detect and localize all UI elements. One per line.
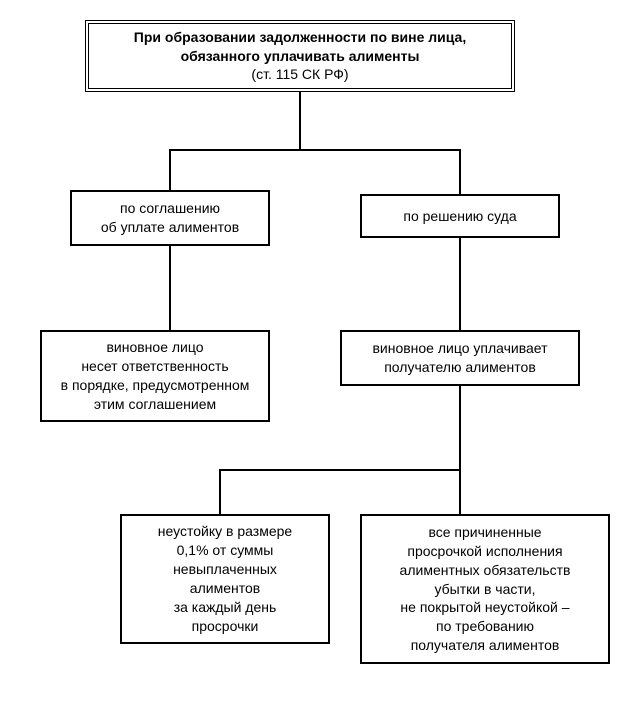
n6-line6: по требованию <box>370 617 600 636</box>
n6-line4: убытки в части, <box>370 580 600 599</box>
node-liability-agreement: виновное лицо несет ответственность в по… <box>40 330 270 422</box>
n5-line1: неустойку в размере <box>130 522 320 541</box>
root-title-line1: При образовании задолженности по вине ли… <box>97 28 503 47</box>
n1-line1: по соглашению <box>80 199 260 218</box>
n6-line2: просрочкой исполнения <box>370 542 600 561</box>
n6-line5: не покрытой неустойкой – <box>370 598 600 617</box>
node-penalty: неустойку в размере 0,1% от суммы невыпл… <box>120 514 330 644</box>
n6-line7: получателя алиментов <box>370 636 600 655</box>
root-node: При образовании задолженности по вине ли… <box>85 20 515 92</box>
n3-line3: в порядке, предусмотренном <box>50 376 260 395</box>
n5-line5: за каждый день <box>130 598 320 617</box>
n4-line1: виновное лицо уплачивает <box>350 339 570 358</box>
n6-line3: алиментных обязательств <box>370 561 600 580</box>
n3-line1: виновное лицо <box>50 338 260 357</box>
n2-text: по решению суда <box>370 207 550 226</box>
node-agreement: по соглашению об уплате алиментов <box>70 190 270 246</box>
n5-line2: 0,1% от суммы <box>130 541 320 560</box>
node-damages: все причиненные просрочкой исполнения ал… <box>360 514 610 664</box>
flowchart-canvas: При образовании задолженности по вине ли… <box>10 10 630 718</box>
n3-line2: несет ответственность <box>50 357 260 376</box>
root-title-line2: обязанного уплачивать алименты <box>97 47 503 66</box>
node-liability-court: виновное лицо уплачивает получателю алим… <box>340 330 580 386</box>
n4-line2: получателю алиментов <box>350 358 570 377</box>
root-subtitle: (ст. 115 СК РФ) <box>97 65 503 84</box>
node-court-decision: по решению суда <box>360 194 560 238</box>
n5-line3: невыплаченных <box>130 560 320 579</box>
n3-line4: этим соглашением <box>50 395 260 414</box>
n5-line6: просрочки <box>130 617 320 636</box>
n1-line2: об уплате алиментов <box>80 218 260 237</box>
n6-line1: все причиненные <box>370 523 600 542</box>
n5-line4: алиментов <box>130 579 320 598</box>
